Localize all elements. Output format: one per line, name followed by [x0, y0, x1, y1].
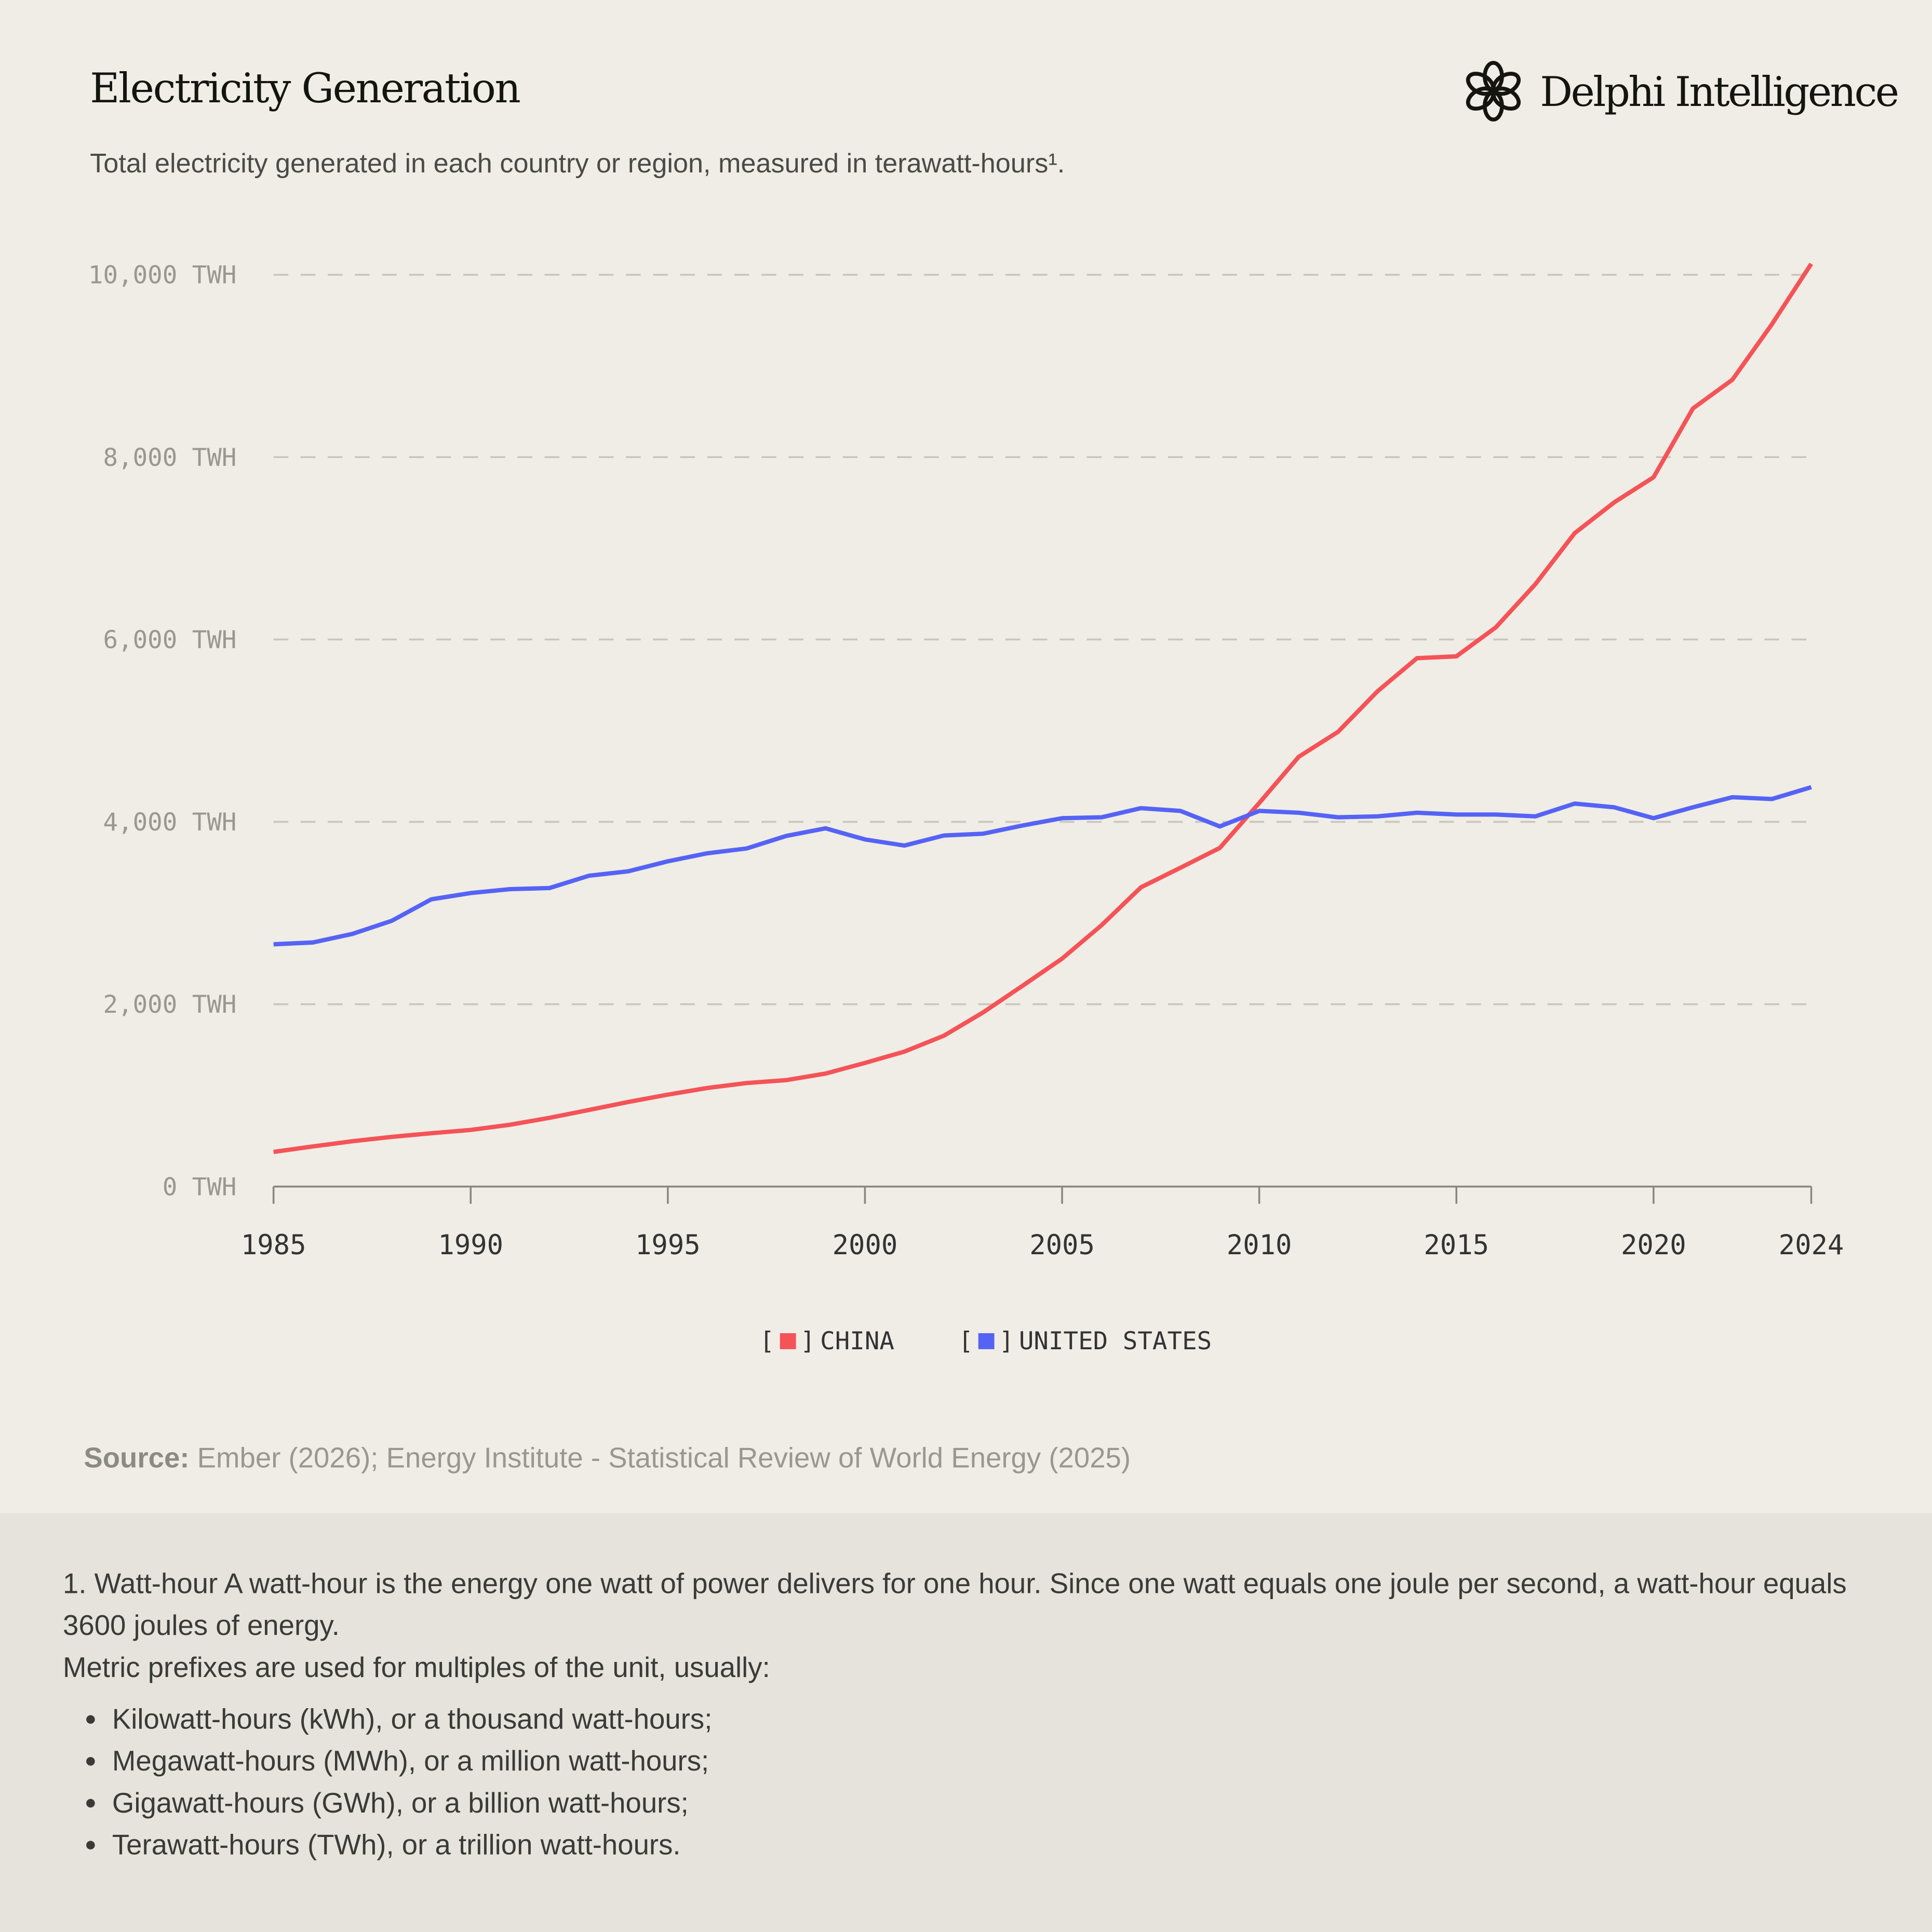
- legend-label: CHINA: [820, 1325, 894, 1356]
- source-text: Ember (2026); Energy Institute - Statist…: [189, 1441, 1131, 1474]
- series-line-china: [273, 262, 1813, 1155]
- brand-name: Delphi Intelligence: [1540, 67, 1899, 115]
- y-tick-label: 0 TWH: [163, 1173, 237, 1201]
- x-tick-label: 2015: [1424, 1230, 1489, 1261]
- list-item: Megawatt-hours (MWh), or a million watt-…: [112, 1740, 1862, 1782]
- source-label: Source:: [84, 1441, 190, 1474]
- series-line-united-states: [273, 785, 1812, 947]
- footnote-prefixes: Metric prefixes are used for multiples o…: [62, 1651, 770, 1683]
- knot-logo-icon: [1466, 61, 1521, 122]
- x-tick-label: 2010: [1227, 1230, 1292, 1261]
- list-item: Terawatt-hours (TWh), or a trillion watt…: [112, 1823, 1862, 1866]
- brand-logo: Delphi Intelligence: [1461, 59, 1899, 123]
- x-tick-label: 2005: [1029, 1230, 1095, 1261]
- y-tick-label: 6,000 TWH: [103, 626, 236, 654]
- y-tick-label: 2,000 TWH: [103, 990, 236, 1019]
- x-tick-label: 2000: [833, 1230, 898, 1261]
- list-item: Gigawatt-hours (GWh), or a billion watt-…: [112, 1782, 1862, 1824]
- x-tick-label: 2024: [1779, 1230, 1844, 1261]
- y-tick-label: 8,000 TWH: [103, 444, 236, 472]
- chart-title: Electricity Generation: [90, 64, 521, 112]
- x-tick-label: 2020: [1621, 1230, 1686, 1261]
- x-tick-label: 1990: [438, 1230, 503, 1261]
- footnote-panel: 1. Watt-hour A watt-hour is the energy o…: [0, 1513, 1932, 1932]
- y-tick-label: 10,000 TWH: [88, 261, 237, 290]
- legend-label: UNITED STATES: [1018, 1325, 1212, 1356]
- x-tick-label: 1985: [241, 1230, 306, 1261]
- legend-item-china: [] CHINA: [759, 1325, 894, 1356]
- footnote-definition: 1. Watt-hour A watt-hour is the energy o…: [62, 1567, 1847, 1642]
- us-swatch: [978, 1332, 995, 1349]
- legend: [] CHINA [] UNITED STATES: [0, 1326, 1932, 1356]
- china-swatch: [779, 1332, 796, 1349]
- source-note: Source: Ember (2026); Energy Institute -…: [84, 1442, 1131, 1475]
- prefix-list: Kilowatt-hours (kWh), or a thousand watt…: [63, 1698, 1862, 1866]
- x-tick-label: 1995: [635, 1230, 701, 1261]
- legend-item-united-states: [] UNITED STATES: [958, 1325, 1212, 1356]
- list-item: Kilowatt-hours (kWh), or a thousand watt…: [112, 1698, 1862, 1740]
- y-tick-label: 4,000 TWH: [103, 808, 236, 837]
- chart-subtitle: Total electricity generated in each coun…: [90, 147, 1065, 179]
- line-chart: 0 TWH 2,000 TWH 4,000 TWH 6,000 TWH 8,000 TW…: [88, 261, 1844, 1261]
